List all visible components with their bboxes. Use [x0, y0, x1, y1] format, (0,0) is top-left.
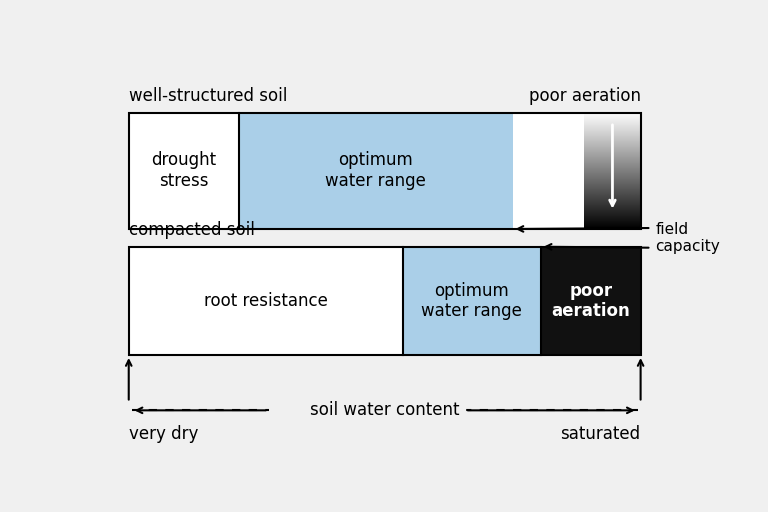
- Text: very dry: very dry: [129, 425, 198, 443]
- Text: saturated: saturated: [561, 425, 641, 443]
- Bar: [541, 247, 641, 355]
- Text: compacted soil: compacted soil: [129, 221, 255, 239]
- Bar: [129, 113, 641, 229]
- Bar: [129, 247, 641, 355]
- Text: well-structured soil: well-structured soil: [129, 87, 287, 105]
- Bar: [239, 113, 513, 229]
- Text: root resistance: root resistance: [204, 292, 328, 310]
- Bar: [129, 113, 641, 229]
- Text: soil water content: soil water content: [310, 401, 459, 419]
- Text: poor
aeration: poor aeration: [551, 282, 630, 321]
- Text: drought
stress: drought stress: [151, 152, 217, 190]
- Bar: [402, 247, 541, 355]
- Bar: [129, 247, 402, 355]
- Text: poor aeration: poor aeration: [528, 87, 641, 105]
- Text: field
capacity: field capacity: [656, 222, 720, 254]
- Text: optimum
water range: optimum water range: [326, 152, 426, 190]
- Text: optimum
water range: optimum water range: [422, 282, 522, 321]
